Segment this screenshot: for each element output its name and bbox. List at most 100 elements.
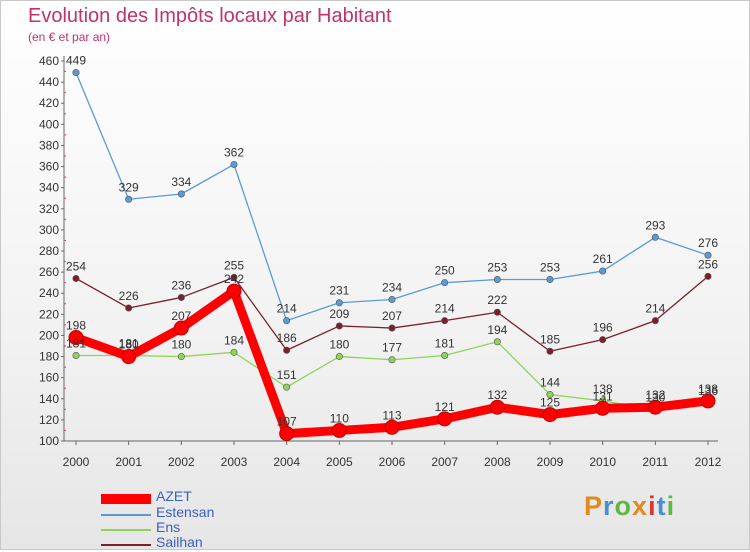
data-point xyxy=(68,330,84,346)
data-point xyxy=(230,160,238,168)
data-point xyxy=(388,356,396,364)
data-point xyxy=(546,275,554,283)
data-label: 186 xyxy=(277,331,297,345)
data-label: 136 xyxy=(698,384,718,398)
data-label: 180 xyxy=(119,338,139,352)
data-label: 214 xyxy=(645,302,665,316)
data-point xyxy=(493,308,501,316)
data-point xyxy=(335,322,343,330)
data-label: 113 xyxy=(382,408,401,422)
legend-label: Ens xyxy=(156,519,181,535)
data-label: 329 xyxy=(119,180,139,194)
legend-swatch xyxy=(101,494,151,504)
x-tick-label: 2005 xyxy=(326,455,353,469)
x-tick-label: 2010 xyxy=(589,455,616,469)
data-label: 184 xyxy=(224,333,244,347)
legend-label: Sailhan xyxy=(156,534,203,550)
data-label: 138 xyxy=(698,382,718,396)
data-label: 110 xyxy=(330,411,349,425)
data-point xyxy=(230,348,238,356)
x-tick-label: 2011 xyxy=(642,455,668,469)
y-tick-label: 420 xyxy=(39,96,59,110)
legend-label: Estensan xyxy=(156,504,215,520)
data-point xyxy=(230,273,238,281)
x-tick-label: 2000 xyxy=(63,455,90,469)
data-point xyxy=(283,383,291,391)
data-label: 222 xyxy=(487,293,507,307)
data-point xyxy=(283,317,291,325)
data-point xyxy=(279,426,295,442)
data-point xyxy=(226,283,242,299)
data-point xyxy=(704,272,712,280)
legend-swatch xyxy=(101,514,151,516)
chart-subtitle: (en € et par an) xyxy=(28,30,111,44)
y-tick-label: 440 xyxy=(39,75,59,89)
data-label: 121 xyxy=(435,400,455,414)
y-tick-label: 360 xyxy=(39,160,59,174)
data-label: 261 xyxy=(593,252,613,266)
data-point xyxy=(546,391,554,399)
data-point xyxy=(595,400,611,416)
y-tick-label: 160 xyxy=(39,371,59,385)
y-tick-label: 340 xyxy=(39,181,59,195)
data-label: 130 xyxy=(645,390,665,404)
x-tick-label: 2008 xyxy=(484,455,511,469)
y-tick-label: 140 xyxy=(39,392,59,406)
data-label: 181 xyxy=(435,337,455,351)
y-tick-label: 280 xyxy=(39,244,59,258)
data-label: 362 xyxy=(224,145,244,159)
legend-swatch xyxy=(101,529,151,531)
y-tick-label: 400 xyxy=(39,117,59,131)
data-label: 207 xyxy=(382,309,402,323)
y-tick-label: 460 xyxy=(39,54,59,68)
data-point xyxy=(388,296,396,304)
data-label: 132 xyxy=(645,388,665,402)
data-label: 250 xyxy=(435,264,455,278)
data-label: 253 xyxy=(487,261,507,275)
data-label: 207 xyxy=(171,309,191,323)
y-tick-label: 220 xyxy=(39,307,59,321)
data-label: 256 xyxy=(698,257,718,271)
data-point xyxy=(125,304,133,312)
data-label: 151 xyxy=(277,368,297,382)
data-label: 144 xyxy=(540,376,560,390)
y-tick-label: 100 xyxy=(39,434,59,448)
data-label: 236 xyxy=(171,278,191,292)
x-tick-label: 2006 xyxy=(379,455,406,469)
data-point xyxy=(177,293,185,301)
data-label: 181 xyxy=(66,337,86,351)
y-tick-label: 320 xyxy=(39,202,59,216)
x-tick-label: 2004 xyxy=(273,455,300,469)
y-tick-label: 380 xyxy=(39,138,59,152)
data-point xyxy=(125,195,133,203)
legend-label: AZET xyxy=(156,488,192,504)
data-label: 180 xyxy=(171,338,191,352)
data-point xyxy=(441,279,449,287)
x-tick-label: 2007 xyxy=(431,455,458,469)
y-tick-label: 240 xyxy=(39,286,59,300)
data-label: 185 xyxy=(540,332,560,346)
data-label: 138 xyxy=(593,382,613,396)
x-tick-label: 2003 xyxy=(221,455,248,469)
chart-title: Evolution des Impôts locaux par Habitant xyxy=(28,5,392,27)
data-point xyxy=(546,347,554,355)
data-label: 214 xyxy=(435,302,455,316)
data-point xyxy=(493,275,501,283)
data-label: 231 xyxy=(329,284,349,298)
y-tick-label: 180 xyxy=(39,350,59,364)
proxiti-logo: Proxiti xyxy=(584,491,676,521)
data-point xyxy=(72,69,80,77)
data-label: 132 xyxy=(487,388,507,402)
data-point xyxy=(441,317,449,325)
data-label: 125 xyxy=(540,396,560,410)
data-label: 198 xyxy=(66,319,86,333)
data-point xyxy=(177,190,185,198)
data-label: 196 xyxy=(593,321,613,335)
data-point xyxy=(700,393,716,409)
data-label: 255 xyxy=(224,258,244,272)
y-tick-label: 260 xyxy=(39,265,59,279)
data-point xyxy=(121,349,137,365)
data-label: 242 xyxy=(224,272,244,286)
data-label: 209 xyxy=(329,307,349,321)
